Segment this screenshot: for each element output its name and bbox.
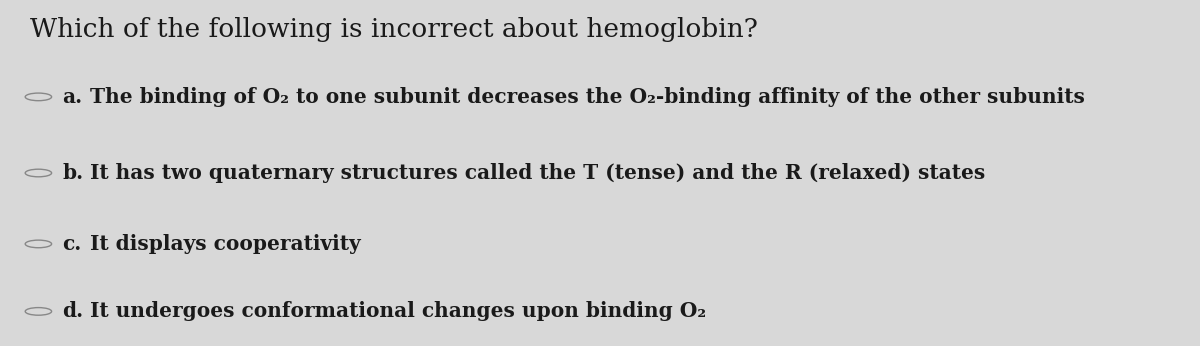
Text: d.: d. (62, 301, 84, 321)
Text: b.: b. (62, 163, 84, 183)
Text: It has two quaternary structures called the T (tense) and the R (relaxed) states: It has two quaternary structures called … (90, 163, 985, 183)
Text: a.: a. (62, 87, 83, 107)
Text: Which of the following is incorrect about hemoglobin?: Which of the following is incorrect abou… (30, 17, 758, 42)
Text: The binding of O₂ to one subunit decreases the O₂-binding affinity of the other : The binding of O₂ to one subunit decreas… (90, 87, 1085, 107)
Text: c.: c. (62, 234, 82, 254)
Text: It displays cooperativity: It displays cooperativity (90, 234, 361, 254)
Text: It undergoes conformational changes upon binding O₂: It undergoes conformational changes upon… (90, 301, 706, 321)
